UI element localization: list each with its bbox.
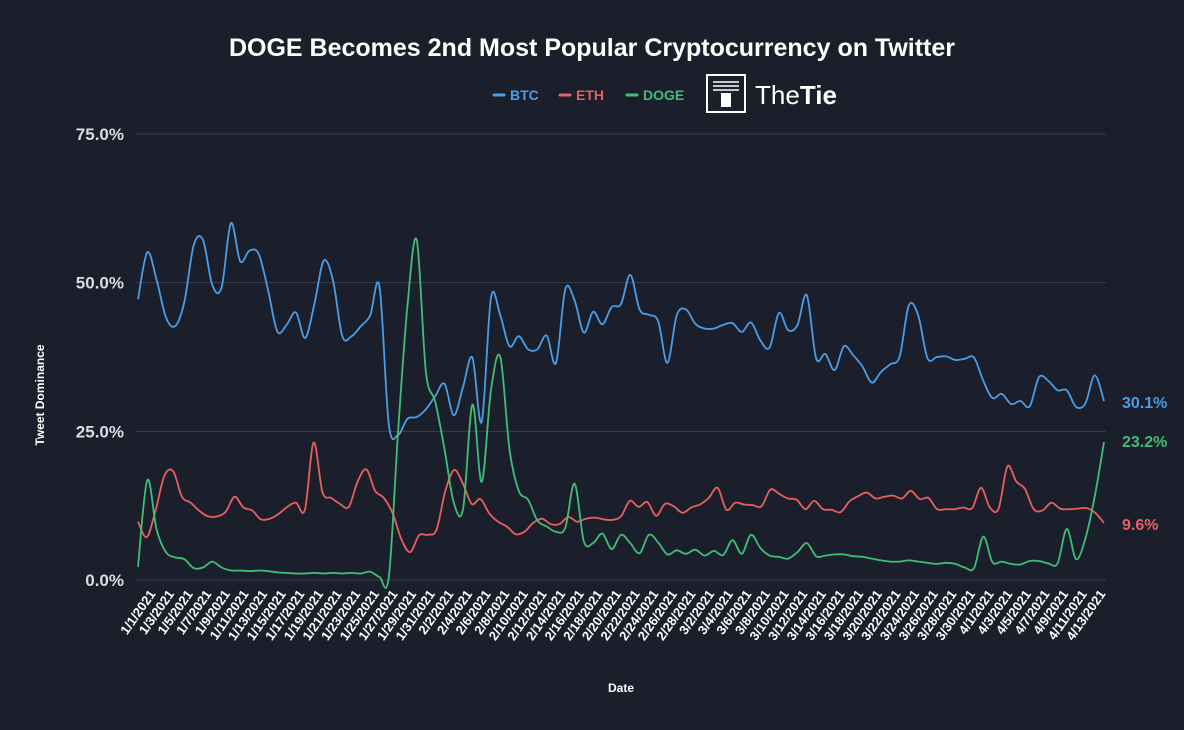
y-tick-label: 50.0% (76, 274, 124, 293)
legend-label-btc[interactable]: BTC (510, 87, 539, 103)
series-line-btc (137, 222, 1105, 441)
series-line-eth (137, 441, 1105, 553)
series-lines (137, 222, 1105, 589)
x-axis-ticks: 1/1/20211/3/20211/5/20211/7/20211/9/2021… (117, 587, 1108, 643)
legend-label-eth[interactable]: ETH (576, 87, 604, 103)
legend: BTC ETH DOGE (492, 87, 684, 103)
y-tick-label: 75.0% (76, 125, 124, 144)
end-label-doge: 23.2% (1122, 434, 1167, 451)
y-tick-label: 25.0% (76, 422, 124, 441)
y-axis-label: Tweet Dominance (33, 344, 47, 445)
brand-name: TheTie (755, 80, 837, 110)
end-label-btc: 30.1% (1122, 395, 1167, 412)
y-axis-ticks: 0.0% 25.0% 50.0% 75.0% (76, 125, 124, 590)
series-line-doge (137, 237, 1105, 589)
brand-logo: TheTie (706, 74, 837, 113)
end-labels: 30.1% 9.6% 23.2% (1122, 395, 1167, 534)
legend-label-doge[interactable]: DOGE (643, 87, 684, 103)
grid (136, 133, 1106, 581)
x-axis-label: Date (608, 681, 634, 695)
chart-title: DOGE Becomes 2nd Most Popular Cryptocurr… (229, 34, 955, 62)
end-label-eth: 9.6% (1122, 517, 1158, 534)
brand-logo-mark (706, 74, 746, 113)
y-tick-label: 0.0% (85, 571, 124, 590)
